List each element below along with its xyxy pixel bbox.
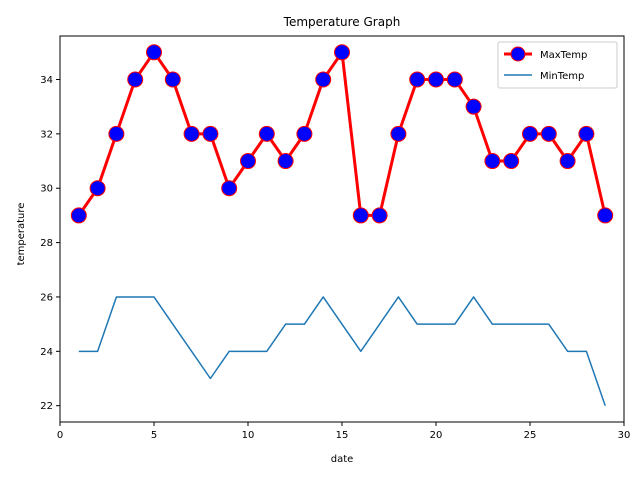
maxtemp-point (108, 125, 125, 142)
maxtemp-point (296, 125, 313, 142)
maxtemp-point (164, 71, 181, 88)
legend-label-mintemp: MinTemp (540, 71, 584, 82)
x-tick-label: 30 (618, 430, 631, 441)
x-tick-label: 15 (336, 430, 349, 441)
x-tick-label: 0 (57, 430, 63, 441)
y-axis-label: temperature (16, 203, 27, 266)
maxtemp-point (578, 125, 595, 142)
maxtemp-point (503, 153, 520, 170)
maxtemp-point (522, 125, 538, 142)
maxtemp-point (70, 207, 87, 224)
maxtemp-point (258, 125, 275, 142)
maxtemp-point (240, 153, 256, 170)
legend: MaxTemp MinTemp (497, 41, 618, 89)
maxtemp-point (371, 207, 388, 224)
maxtemp-point (559, 153, 576, 170)
y-tick-label: 34 (40, 75, 53, 86)
maxtemp-point (89, 180, 106, 197)
chart-title: Temperature Graph (283, 15, 401, 29)
plot-area: 0 5 10 15 20 25 30 22 24 26 28 30 32 34 (40, 35, 631, 441)
y-tick-label: 22 (40, 401, 53, 412)
maxtemp-point (221, 180, 238, 197)
maxtemp-point (334, 44, 350, 61)
x-tick-label: 25 (524, 430, 537, 441)
x-tick-label: 20 (430, 430, 443, 441)
maxtemp-point (409, 71, 426, 88)
mintemp-line (78, 296, 606, 406)
x-axis-label: date (331, 454, 354, 465)
y-tick-label: 28 (40, 238, 53, 249)
maxtemp-point (484, 153, 501, 170)
legend-label-maxtemp: MaxTemp (540, 50, 587, 61)
maxtemp-point (127, 71, 144, 88)
maxtemp-point (183, 125, 200, 142)
maxtemp-point (446, 71, 463, 88)
y-tick-label: 32 (40, 129, 53, 140)
x-tick-label: 5 (151, 430, 157, 441)
y-tick-label: 26 (40, 292, 53, 303)
maxtemp-point (465, 98, 482, 115)
maxtemp-point (390, 125, 407, 142)
maxtemp-point (540, 125, 557, 142)
maxtemp-point (277, 153, 294, 170)
maxtemp-point (352, 207, 369, 224)
maxtemp-point (315, 71, 332, 88)
y-tick-label: 24 (40, 347, 53, 358)
y-tick-label: 30 (40, 184, 53, 195)
maxtemp-point (202, 125, 219, 142)
x-tick-label: 10 (242, 430, 255, 441)
maxtemp-point (597, 207, 614, 224)
maxtemp-point (428, 71, 444, 88)
maxtemp-point (146, 44, 162, 61)
legend-marker-maxtemp (510, 46, 526, 62)
